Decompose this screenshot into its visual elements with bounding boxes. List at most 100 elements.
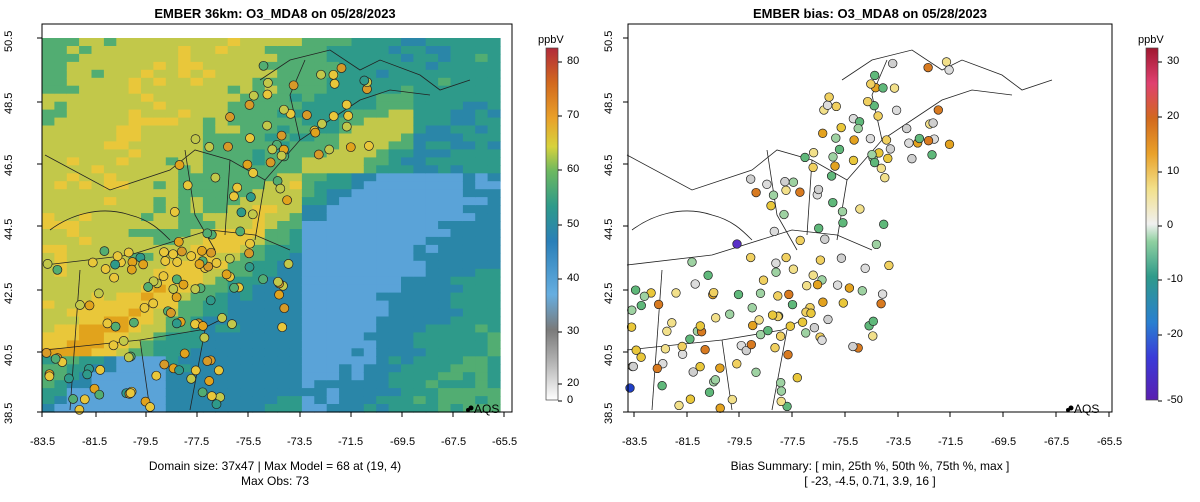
model-grid-cell bbox=[388, 101, 402, 111]
model-grid-cell bbox=[314, 276, 328, 286]
bias-site-marker bbox=[711, 313, 721, 323]
model-grid-cell bbox=[178, 141, 192, 150]
model-grid-cell bbox=[351, 276, 365, 286]
model-grid-cell bbox=[240, 141, 254, 150]
model-grid-cell bbox=[252, 356, 266, 365]
model-grid-cell bbox=[178, 205, 192, 214]
aqs-site-marker bbox=[179, 348, 190, 359]
model-grid-cell bbox=[425, 125, 439, 135]
aqs-site-marker bbox=[41, 348, 52, 358]
model-grid-cell bbox=[215, 157, 229, 166]
model-grid-cell bbox=[413, 332, 427, 341]
border-line bbox=[626, 229, 873, 266]
border-line bbox=[49, 210, 171, 241]
model-grid-cell bbox=[487, 364, 501, 373]
model-grid-cell bbox=[289, 221, 303, 230]
aqs-site-marker bbox=[202, 228, 213, 239]
model-grid-cell bbox=[153, 356, 167, 365]
model-grid-cell bbox=[54, 372, 68, 381]
model-grid-cell bbox=[376, 157, 390, 166]
aqs-site-marker bbox=[198, 321, 208, 331]
model-grid-cell bbox=[425, 252, 439, 262]
model-grid-cell bbox=[363, 125, 377, 135]
model-grid-cell bbox=[252, 38, 266, 47]
model-grid-cell bbox=[54, 125, 68, 135]
model-grid-cell bbox=[116, 372, 130, 381]
model-grid-cell bbox=[178, 340, 192, 349]
model-grid-cell bbox=[301, 340, 315, 349]
model-grid-cell bbox=[351, 85, 365, 95]
bias-site-marker bbox=[869, 157, 880, 168]
model-grid-cell bbox=[413, 125, 427, 135]
model-grid-cell bbox=[116, 252, 130, 262]
model-grid-cell bbox=[128, 213, 142, 222]
model-grid-cell bbox=[376, 125, 390, 135]
model-grid-cell bbox=[487, 165, 501, 174]
model-grid-cell bbox=[66, 125, 80, 135]
model-grid-cell bbox=[487, 348, 501, 357]
aqs-site-marker bbox=[186, 373, 197, 384]
model-grid-cell bbox=[252, 221, 266, 230]
model-grid-cell bbox=[363, 173, 377, 182]
model-grid-cell bbox=[128, 85, 142, 95]
model-grid-cell bbox=[450, 324, 464, 334]
model-grid-cell bbox=[91, 213, 105, 222]
model-grid-cell bbox=[252, 348, 266, 357]
model-grid-cell bbox=[413, 404, 427, 413]
model-grid-cell bbox=[42, 284, 55, 294]
model-grid-cell bbox=[252, 205, 266, 214]
model-grid-cell bbox=[401, 61, 414, 71]
bias-site-marker bbox=[667, 318, 677, 328]
bias-site-marker bbox=[733, 289, 744, 300]
aqs-site-marker bbox=[112, 251, 123, 262]
model-grid-cell bbox=[178, 388, 192, 397]
model-grid-cell bbox=[314, 93, 328, 103]
aqs-site-marker bbox=[282, 195, 292, 206]
model-grid-cell bbox=[153, 69, 167, 79]
bias-site-marker bbox=[776, 396, 786, 407]
model-grid-cell bbox=[42, 189, 55, 198]
bias-site-marker bbox=[828, 152, 838, 162]
model-grid-cell bbox=[425, 53, 439, 63]
model-grid-cell bbox=[326, 133, 340, 143]
model-grid-cell bbox=[165, 157, 179, 166]
model-grid-cell bbox=[116, 61, 130, 71]
model-grid-cell bbox=[42, 101, 55, 111]
model-grid-cell bbox=[326, 125, 340, 135]
model-grid-cell bbox=[401, 292, 414, 302]
model-grid-cell bbox=[314, 372, 328, 381]
model-grid-cell bbox=[116, 324, 130, 334]
bias-site-marker bbox=[848, 155, 859, 166]
model-grid-cell bbox=[326, 189, 340, 198]
model-grid-cell bbox=[450, 236, 464, 246]
model-grid-cell bbox=[202, 221, 216, 230]
model-grid-cell bbox=[363, 53, 377, 63]
model-grid-cell bbox=[413, 260, 427, 270]
model-grid-cell bbox=[42, 213, 55, 222]
model-grid-cell bbox=[376, 53, 390, 63]
model-grid-cell bbox=[153, 236, 167, 246]
model-grid-cell bbox=[79, 213, 93, 222]
model-grid-cell bbox=[165, 300, 179, 310]
border-line bbox=[259, 49, 471, 91]
model-grid-cell bbox=[351, 340, 365, 349]
model-grid-cell bbox=[326, 244, 340, 254]
model-grid-cell bbox=[450, 205, 464, 214]
right-x-tick: -75.5 bbox=[833, 436, 859, 448]
bias-site-marker bbox=[770, 343, 780, 353]
model-grid-cell bbox=[450, 141, 464, 150]
model-grid-cell bbox=[326, 260, 340, 270]
model-grid-cell bbox=[165, 348, 179, 357]
model-grid-cell bbox=[190, 213, 204, 222]
model-grid-cell bbox=[339, 117, 353, 127]
model-grid-cell bbox=[314, 46, 328, 55]
left-cb-tick-40: 40 bbox=[567, 272, 580, 284]
model-grid-cell bbox=[153, 380, 167, 389]
aqs-site-marker bbox=[42, 259, 53, 269]
model-grid-cell bbox=[153, 396, 167, 405]
model-grid-cell bbox=[202, 332, 216, 341]
model-grid-cell bbox=[425, 213, 439, 222]
model-grid-cell bbox=[54, 101, 68, 111]
bias-site-marker bbox=[688, 367, 698, 377]
model-grid-cell bbox=[301, 308, 315, 318]
